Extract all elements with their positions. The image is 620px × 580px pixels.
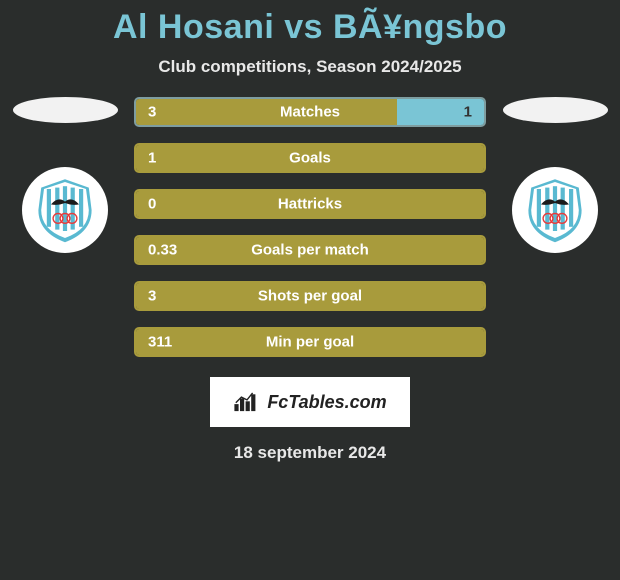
right-club-badge [512,167,598,253]
right-player-col [500,97,610,253]
page-title: Al Hosani vs BÃ¥ngsbo [0,8,620,47]
footer-date: 18 september 2024 [0,443,620,463]
stat-value-left: 0.33 [148,242,177,259]
stat-bar: 311 Min per goal [134,327,486,357]
stat-label: Shots per goal [258,288,362,305]
stat-bar: 3 Shots per goal [134,281,486,311]
stat-value-left: 1 [148,150,156,167]
brand-text: FcTables.com [267,392,386,413]
stat-label: Goals per match [251,242,369,259]
stat-label: Min per goal [266,334,354,351]
subtitle: Club competitions, Season 2024/2025 [0,57,620,77]
main-row: 3 Matches 1 1 Goals 0 Hattricks 0.33 Goals per m… [0,97,620,373]
stat-value-left: 0 [148,196,156,213]
stat-bar: 1 Goals [134,143,486,173]
left-player-avatar-placeholder [13,97,118,123]
club-crest-icon [30,175,100,245]
fctables-logo-icon [233,391,261,413]
stat-label: Hattricks [278,196,342,213]
stat-label: Goals [289,150,331,167]
stat-bar: 3 Matches 1 [134,97,486,127]
club-crest-icon [520,175,590,245]
stats-column: 3 Matches 1 1 Goals 0 Hattricks 0.33 Goals per m… [134,97,486,373]
stat-value-left: 3 [148,288,156,305]
brand-box: FcTables.com [210,377,410,427]
stat-value-right: 1 [464,104,472,121]
stat-bar: 0 Hattricks [134,189,486,219]
right-player-avatar-placeholder [503,97,608,123]
stat-bar: 0.33 Goals per match [134,235,486,265]
left-club-badge [22,167,108,253]
left-player-col [10,97,120,253]
stat-value-left: 3 [148,104,156,121]
comparison-card: Al Hosani vs BÃ¥ngsbo Club competitions,… [0,0,620,463]
stat-fill-left [136,99,397,125]
stat-value-left: 311 [148,334,172,351]
stat-label: Matches [280,104,340,121]
